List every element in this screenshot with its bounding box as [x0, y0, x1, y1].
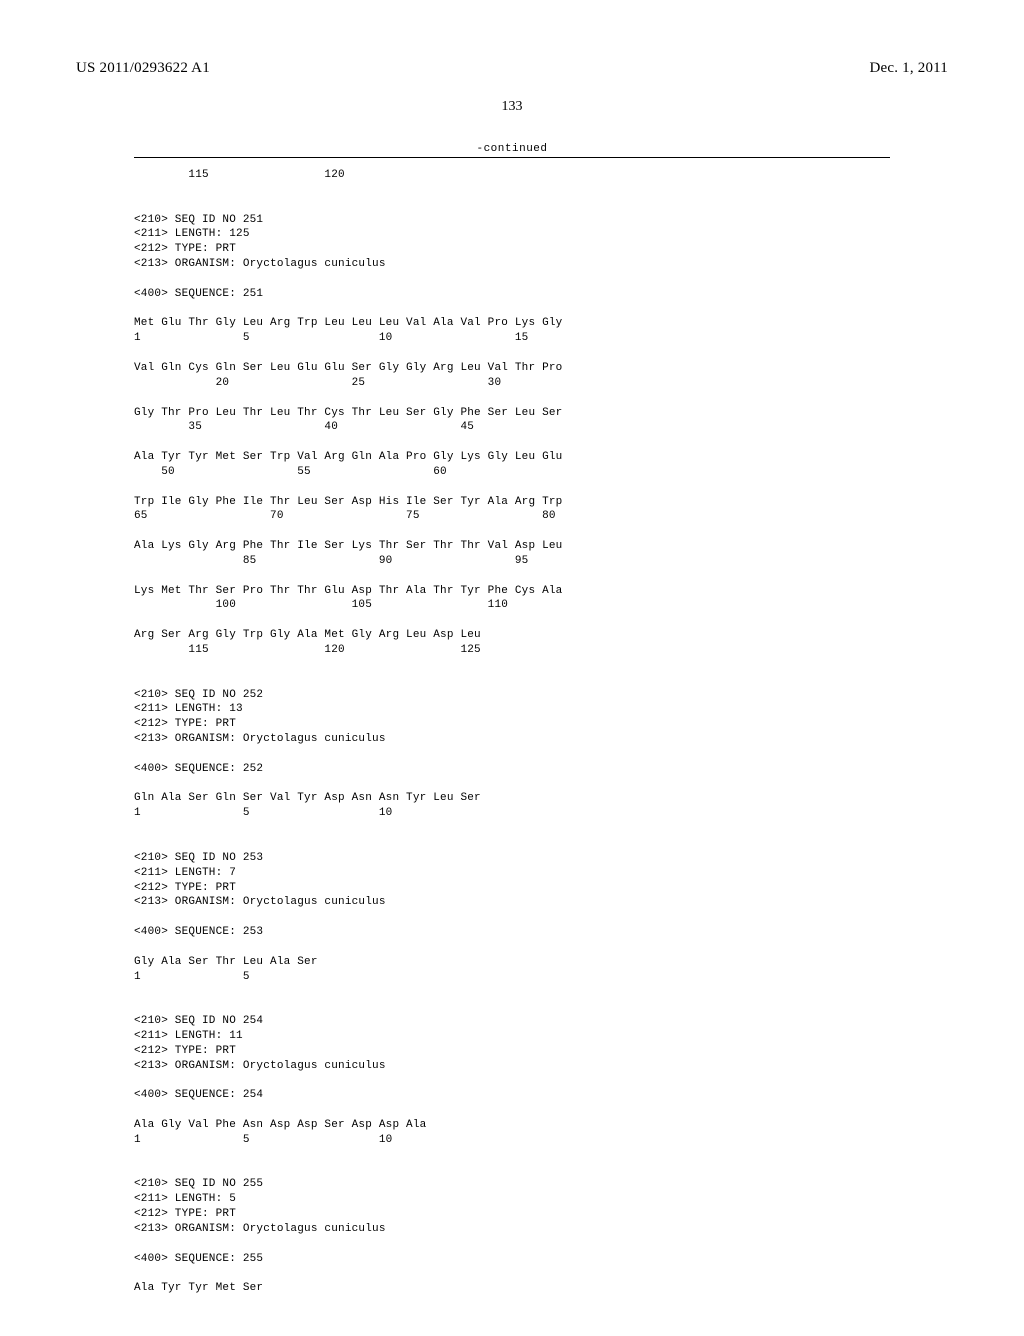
horizontal-rule [134, 157, 890, 158]
sequence-listing-body: 115 120 <210> SEQ ID NO 251 <211> LENGTH… [134, 168, 890, 1296]
page-header: US 2011/0293622 A1 Dec. 1, 2011 [72, 60, 952, 77]
page-number: 133 [72, 99, 952, 115]
continued-label: -continued [72, 143, 952, 155]
publication-number: US 2011/0293622 A1 [76, 60, 210, 77]
page-container: US 2011/0293622 A1 Dec. 1, 2011 133 -con… [0, 0, 1024, 1336]
publication-date: Dec. 1, 2011 [870, 60, 949, 77]
